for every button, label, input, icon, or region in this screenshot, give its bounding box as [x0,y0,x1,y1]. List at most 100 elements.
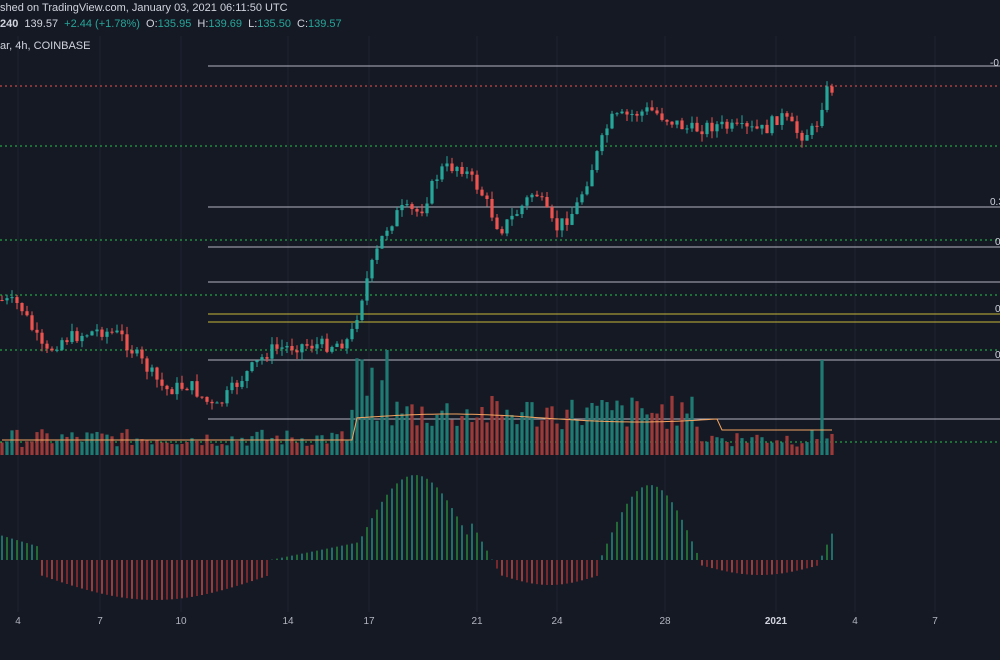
oscillator-bar [636,491,638,560]
candle-body [595,151,599,171]
oscillator-bar [421,476,423,560]
volume-bar [655,413,659,455]
oscillator-bar [176,560,178,599]
candle-body [195,381,199,397]
candle-body [410,204,414,210]
candle-body [380,235,384,249]
volume-bar [740,438,744,455]
oscillator-bar [66,560,68,585]
candle-body [370,259,374,279]
oscillator-bar [241,560,243,585]
oscillator-bar [396,483,398,560]
candle-body [540,196,544,198]
oscillator-bar [51,560,53,580]
oscillator-bar [46,560,48,578]
oscillator-bar [816,560,818,566]
candle-body [705,122,709,135]
volume-bar [50,443,54,455]
candle-body [65,340,69,343]
volume-bar [410,404,414,455]
oscillator-bar [261,560,263,578]
oscillator-bar [181,560,183,599]
volume-ma-line [2,413,832,441]
volume-bar [780,442,784,455]
candle-body [15,297,19,304]
oscillator-bar [486,550,488,560]
candle-body [520,205,524,215]
candle-body [220,402,224,404]
volume-bar [720,438,724,455]
oscillator-bar [751,560,753,575]
volume-bar [180,443,184,455]
candle-body [475,174,479,190]
volume-bar [525,401,529,455]
oscillator-bar [301,553,303,560]
oscillator-bar [446,500,448,560]
oscillator-bar [641,487,643,560]
candle-body [815,125,819,127]
volume-bar [815,439,819,455]
candle-body [685,128,689,130]
oscillator-bar [736,560,738,574]
volume-bar [5,441,9,455]
oscillator-bar [216,560,218,592]
oscillator-bar [161,560,163,600]
volume-bar [215,445,219,455]
fib-level-label: 0 [995,237,1000,248]
candle-body [630,113,634,115]
candle-body [275,344,279,349]
volume-bar [660,404,664,455]
oscillator-bar [466,534,468,560]
oscillator-bar [36,546,38,560]
candle-body [530,194,534,198]
oscillator-bar [16,540,18,560]
oscillator-bar [81,560,83,589]
candle-body [25,311,29,316]
volume-bar [185,442,189,455]
volume-bar [160,442,164,455]
oscillator-bar [126,560,128,599]
close-value: 139.57 [308,18,342,30]
oscillator-bar [131,560,133,599]
oscillator-bar [56,560,58,581]
candle-body [290,345,294,351]
volume-bar [345,440,349,455]
candle-body [110,331,114,333]
oscillator-bar [151,560,153,600]
oscillator-bar [561,560,563,585]
candle-body [485,195,489,199]
oscillator-bar [171,560,173,600]
volume-bar [820,360,824,455]
volume-bar [400,413,404,455]
volume-bar [90,433,94,455]
symbol-label[interactable]: 240 [0,18,19,30]
oscillator-bar [471,523,473,560]
volume-bar [745,442,749,455]
volume-bar [765,442,769,455]
published-note: shed on TradingView.com, January 03, 202… [0,2,288,14]
oscillator-bar [386,494,388,560]
volume-bar [605,402,609,455]
candle-body [825,86,829,110]
oscillator-bar [226,560,228,589]
candle-body [765,124,769,134]
volume-bar [210,443,214,455]
candle-body [165,385,169,390]
candle-body [645,107,649,112]
change-value: +2.44 (+1.78%) [64,18,140,30]
candle-body [205,396,209,402]
candle-body [150,367,154,372]
volume-bar [610,410,614,455]
oscillator-bar [821,555,823,560]
oscillator-bar [581,560,583,581]
volume-bar [800,443,804,455]
candle-body [790,116,794,122]
x-axis-label: 28 [659,616,671,627]
oscillator-bar [266,560,268,577]
candle-body [35,329,39,333]
volume-bar [265,439,269,455]
oscillator-bar [591,560,593,578]
candle-body [20,303,24,312]
oscillator-bar [341,545,343,560]
